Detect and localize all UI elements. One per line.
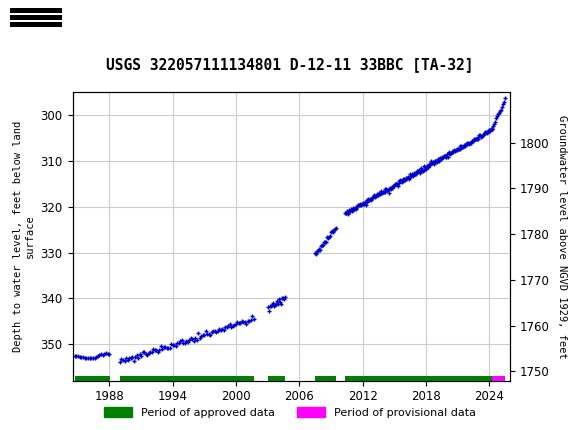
Text: USGS 322057111134801 D-12-11 33BBC [TA-32]: USGS 322057111134801 D-12-11 33BBC [TA-3… (106, 57, 474, 72)
Bar (75, 375, 110, 381)
Legend: Period of approved data, Period of provisional data: Period of approved data, Period of provi… (100, 403, 480, 422)
Bar (315, 375, 336, 381)
Bar (345, 375, 492, 381)
Y-axis label: Depth to water level, feet below land
surface: Depth to water level, feet below land su… (13, 121, 35, 352)
Bar (10, 8, 62, 13)
Bar (492, 375, 505, 381)
Text: USGS: USGS (70, 11, 117, 26)
Bar (10, 15, 62, 20)
Bar (268, 375, 285, 381)
Bar (7, 3, 65, 34)
Y-axis label: Groundwater level above NGVD 1929, feet: Groundwater level above NGVD 1929, feet (557, 115, 567, 358)
Bar (10, 22, 62, 28)
Bar (120, 375, 254, 381)
